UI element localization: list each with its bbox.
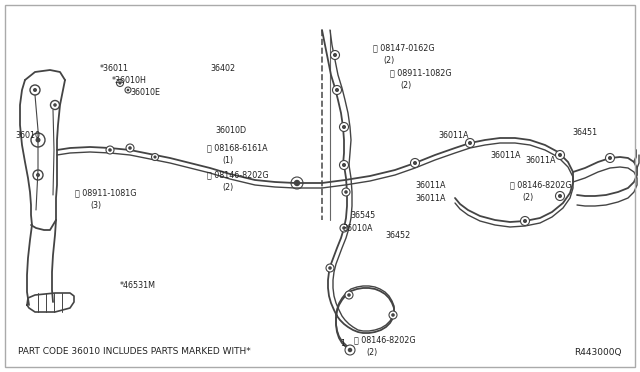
Circle shape	[410, 158, 419, 167]
Circle shape	[342, 163, 346, 167]
Text: 36545: 36545	[350, 211, 375, 219]
Circle shape	[558, 194, 562, 198]
Circle shape	[53, 103, 57, 107]
Circle shape	[330, 51, 339, 60]
Circle shape	[345, 291, 353, 299]
Text: 36011A: 36011A	[438, 131, 468, 140]
Circle shape	[339, 160, 349, 170]
Circle shape	[125, 87, 131, 93]
Text: 36010: 36010	[15, 131, 40, 140]
Circle shape	[345, 345, 355, 355]
Circle shape	[127, 89, 129, 92]
Text: Ⓑ 08146-8202G: Ⓑ 08146-8202G	[510, 180, 572, 189]
Circle shape	[608, 156, 612, 160]
Text: PART CODE 36010 INCLUDES PARTS MARKED WITH*: PART CODE 36010 INCLUDES PARTS MARKED WI…	[18, 347, 251, 356]
Circle shape	[128, 146, 132, 150]
Text: (2): (2)	[383, 55, 394, 64]
Text: 36011A: 36011A	[490, 151, 520, 160]
Circle shape	[126, 144, 134, 152]
Circle shape	[344, 190, 348, 194]
Circle shape	[342, 125, 346, 129]
Circle shape	[556, 192, 564, 201]
Circle shape	[413, 161, 417, 165]
Circle shape	[36, 173, 40, 177]
Text: R443000Q: R443000Q	[575, 347, 622, 356]
Text: 36402: 36402	[210, 64, 235, 73]
Circle shape	[556, 151, 564, 160]
Circle shape	[333, 53, 337, 57]
Circle shape	[605, 154, 614, 163]
Text: Ⓑ 08146-8202G: Ⓑ 08146-8202G	[207, 170, 269, 180]
Text: *46531M: *46531M	[120, 280, 156, 289]
Circle shape	[154, 155, 157, 158]
Circle shape	[468, 141, 472, 145]
Text: 36010E: 36010E	[130, 87, 160, 96]
Circle shape	[340, 224, 348, 232]
Circle shape	[326, 264, 334, 272]
Circle shape	[558, 153, 562, 157]
Text: (2): (2)	[522, 192, 533, 202]
Text: 1: 1	[340, 340, 345, 349]
Text: 36451: 36451	[572, 128, 597, 137]
Circle shape	[108, 148, 112, 152]
Circle shape	[294, 180, 300, 186]
Text: 36011A: 36011A	[415, 193, 445, 202]
Text: Ⓑ 08147-0162G: Ⓑ 08147-0162G	[373, 44, 435, 52]
Circle shape	[523, 219, 527, 223]
Circle shape	[520, 217, 529, 225]
Circle shape	[118, 81, 122, 84]
Text: (1): (1)	[222, 155, 233, 164]
Text: 36010A: 36010A	[342, 224, 372, 232]
Circle shape	[465, 138, 474, 148]
Text: 36010D: 36010D	[215, 125, 246, 135]
Text: 36452: 36452	[385, 231, 410, 240]
Circle shape	[35, 138, 40, 142]
Text: (2): (2)	[400, 80, 412, 90]
Circle shape	[342, 188, 350, 196]
Text: *36011: *36011	[100, 64, 129, 73]
Circle shape	[116, 80, 124, 87]
Text: Ⓝ 08911-1081G: Ⓝ 08911-1081G	[75, 189, 136, 198]
Text: Ⓝ 08911-1082G: Ⓝ 08911-1082G	[390, 68, 452, 77]
Circle shape	[391, 313, 395, 317]
Text: 36011A: 36011A	[415, 180, 445, 189]
Text: *36010H: *36010H	[112, 76, 147, 84]
Circle shape	[33, 88, 37, 92]
Circle shape	[335, 88, 339, 92]
Text: Ⓑ 08168-6161A: Ⓑ 08168-6161A	[207, 144, 268, 153]
Circle shape	[106, 146, 114, 154]
Circle shape	[152, 154, 159, 160]
Text: (2): (2)	[366, 347, 377, 356]
Circle shape	[348, 348, 352, 352]
Circle shape	[339, 122, 349, 131]
Circle shape	[389, 311, 397, 319]
Circle shape	[347, 293, 351, 297]
Text: (2): (2)	[222, 183, 233, 192]
Text: (3): (3)	[90, 201, 101, 209]
Circle shape	[333, 86, 342, 94]
Circle shape	[328, 266, 332, 270]
Text: Ⓑ 08146-8202G: Ⓑ 08146-8202G	[354, 336, 415, 344]
Circle shape	[342, 226, 346, 230]
Text: 36011A: 36011A	[525, 155, 556, 164]
